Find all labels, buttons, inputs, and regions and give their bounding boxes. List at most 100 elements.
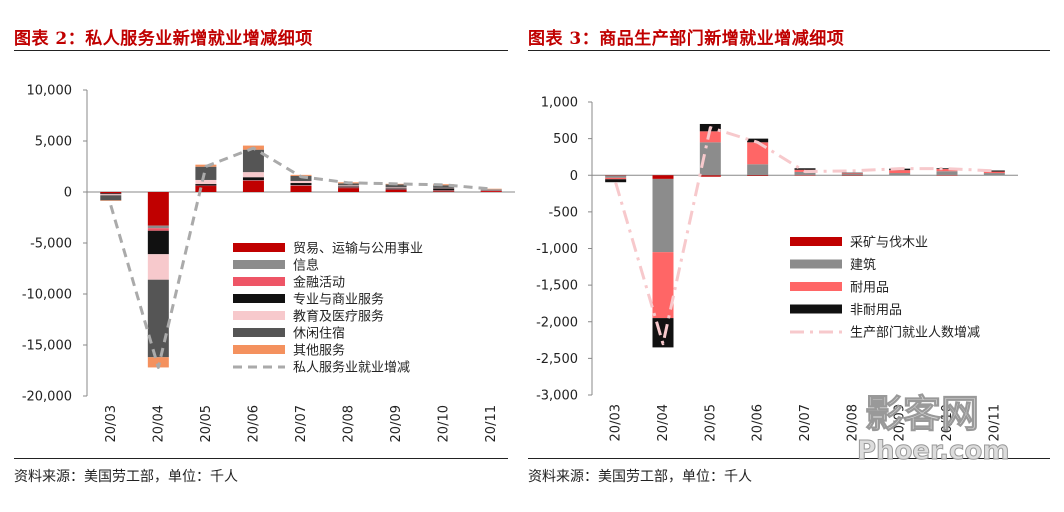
chart-1-bar-20-09-series-6 — [385, 184, 407, 188]
chart-2-x-tick-label: 20/04 — [656, 404, 671, 441]
chart-2-bar-20-06-series-1 — [747, 175, 769, 176]
chart-1-bar-20-08-series-4 — [338, 186, 360, 188]
chart-1-y-tick-label: 10,000 — [27, 84, 73, 99]
chart-1-bar-20-11-series-3 — [480, 190, 502, 192]
chart-1-bar-20-10-series-6 — [433, 185, 455, 188]
chart-2-y-tick-label: 500 — [553, 132, 578, 147]
chart-1-bar-20-10-series-3 — [433, 190, 455, 191]
chart-2-legend-swatch — [790, 282, 842, 291]
chart-1-bar-20-07-series-6 — [290, 175, 312, 181]
chart-1-bar-20-10-series-2 — [433, 190, 455, 192]
chart-2-bar-20-06-series-2 — [747, 164, 769, 176]
chart-1-title: 图表 2：私人服务业新增就业增减细项 — [14, 29, 313, 49]
chart-2-title: 图表 3：商品生产部门新增就业增减细项 — [528, 29, 845, 49]
chart-1-bar-20-04-series-2 — [147, 225, 169, 229]
chart-1-line-series — [109, 146, 492, 369]
chart-2-y-tick-label: -2,500 — [536, 352, 578, 367]
chart-2-bar-20-04-series-1 — [652, 175, 674, 179]
chart-2-bar-20-03-series-2 — [605, 175, 627, 178]
chart-1-bar-20-03-series-1 — [100, 192, 122, 194]
chart-1-legend-label: 金融活动 — [293, 275, 345, 291]
chart-2-bar-20-09-series-3 — [889, 170, 911, 174]
chart-2-bar-20-08-series-4 — [841, 172, 863, 174]
chart-2-bar-20-07-series-1 — [794, 174, 816, 176]
chart-2-y-tick-label: -1,000 — [536, 242, 578, 257]
chart-1-bar-20-08-series-5 — [338, 185, 360, 187]
chart-2-legend-label: 生产部门就业人数增减 — [850, 326, 980, 341]
chart-2-legend-label: 建筑 — [850, 257, 876, 273]
chart-1-bar-20-06-series-5 — [242, 172, 264, 178]
chart-1-bar-20-10-series-1 — [433, 190, 455, 192]
chart-2-y-tick-label: -500 — [548, 205, 578, 220]
chart-1-source: 资料来源：美国劳工部，单位：千人 — [14, 469, 238, 485]
chart-1-bar-20-07-series-2 — [290, 185, 312, 186]
chart-2-x-tick-label: 20/09 — [893, 404, 908, 441]
chart-2-bar-20-04-series-3 — [652, 252, 674, 319]
chart-1-bar-20-11-series-1 — [480, 190, 502, 192]
chart-2-bar-20-03-series-1 — [605, 175, 627, 176]
chart-1-bar-20-05-series-4 — [195, 184, 217, 186]
chart-2-bar-20-05-series-1 — [699, 175, 721, 177]
watermark-logo: 影客网 Phoer.com — [857, 392, 1010, 466]
chart-1-legend-swatch — [233, 277, 285, 286]
chart-1-x-tick-label: 20/10 — [437, 405, 452, 442]
chart-1-bar-20-03-series-5 — [100, 194, 122, 196]
chart-1-bar-20-09-series-3 — [385, 189, 407, 190]
chart-2-bar-20-05-series-2 — [699, 142, 721, 176]
chart-1-legend-swatch — [233, 260, 285, 269]
chart-1-bar-20-06-series-4 — [242, 177, 264, 181]
chart-1-x-tick-label: 20/05 — [199, 405, 214, 442]
chart-1-bar-20-08-series-2 — [338, 187, 360, 189]
chart-1-bar-20-11-series-4 — [480, 190, 502, 191]
chart-1-bar-20-11-series-5 — [480, 189, 502, 191]
chart-2-y-tick-label: -3,000 — [536, 389, 578, 404]
chart-1-bar-20-04-series-3 — [147, 228, 169, 231]
chart-2-x-tick-label: 20/05 — [703, 404, 718, 441]
chart-1-bar-20-08-series-6 — [338, 183, 360, 186]
chart-1-bar-20-05-series-6 — [195, 166, 217, 180]
chart-2-x-tick-label: 20/10 — [940, 404, 955, 441]
chart-2-line-series — [614, 126, 995, 346]
chart-1-x-tick-label: 20/07 — [294, 405, 309, 442]
chart-1-legend-label: 信息 — [293, 258, 319, 274]
chart-1-bar-20-04-series-4 — [147, 230, 169, 255]
chart-1-legend-label: 贸易、运输与公用事业 — [293, 241, 423, 257]
chart-1-bar-20-07-series-4 — [290, 183, 312, 186]
chart-1-title-rule — [14, 50, 508, 51]
chart-2-bar-20-06-series-3 — [747, 142, 769, 165]
chart-2-legend-label: 耐用品 — [850, 281, 889, 296]
chart-1-bar-20-04-series-1 — [147, 192, 169, 226]
chart-1-x-tick-label: 20/09 — [389, 405, 404, 442]
chart-1-legend-swatch — [233, 311, 285, 320]
chart-1-legend-label: 私人服务业就业增减 — [293, 360, 410, 376]
chart-1-legend-swatch — [233, 294, 285, 303]
chart-2-bar-20-04-series-2 — [652, 178, 674, 253]
chart-1-bar-20-04-series-6 — [147, 279, 169, 358]
chart-2-y-tick-label: 1,000 — [541, 96, 578, 111]
chart-1-bar-20-06-series-1 — [242, 180, 264, 192]
chart-1-bar-20-05-series-3 — [195, 185, 217, 187]
chart-1-bar-20-09-series-1 — [385, 189, 407, 192]
chart-1-x-tick-label: 20/04 — [151, 405, 166, 442]
chart-2-bar-20-06-series-4 — [747, 138, 769, 143]
chart-2-x-tick-label: 20/06 — [751, 404, 766, 441]
chart-2-bar-20-10-series-1 — [936, 174, 958, 176]
chart-1-y-tick-label: -15,000 — [22, 339, 72, 354]
chart-2-bar-20-09-series-2 — [889, 173, 911, 176]
chart-1-legend-label: 休闲住宿 — [293, 326, 345, 342]
chart-2-bar-20-08-series-2 — [841, 173, 863, 176]
chart-2-y-tick-label: -2,000 — [536, 315, 578, 330]
chart-2-x-tick-label: 20/08 — [845, 404, 860, 441]
chart-1-bar-20-10-series-7 — [433, 184, 455, 186]
chart-1-bar-20-07-series-1 — [290, 185, 312, 192]
chart-1-bar-20-10-series-5 — [433, 187, 455, 189]
chart-2-bar-20-10-series-3 — [936, 169, 958, 172]
chart-1-legend-label: 教育及医疗服务 — [293, 309, 384, 325]
chart-1-legend-label: 其他服务 — [293, 343, 345, 359]
chart-1-bar-20-06-series-3 — [242, 180, 264, 181]
chart-1-bar-20-05-series-2 — [195, 192, 217, 193]
chart-1-bar-20-05-series-1 — [195, 185, 217, 192]
chart-2-legend-label: 采矿与伐木业 — [850, 236, 928, 251]
chart-1-x-tick-label: 20/08 — [342, 405, 357, 442]
chart-1-bar-20-09-series-4 — [385, 188, 407, 190]
